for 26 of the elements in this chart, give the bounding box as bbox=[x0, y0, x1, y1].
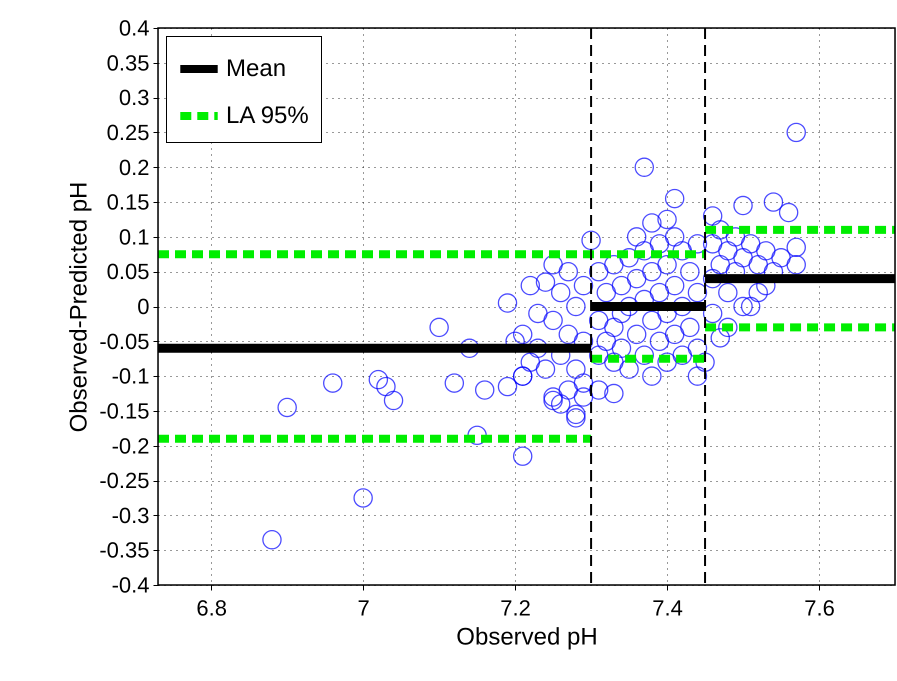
y-tick-label: -0.2 bbox=[112, 433, 150, 458]
x-tick-label: 6.8 bbox=[196, 596, 227, 620]
y-tick-label: 0.15 bbox=[106, 190, 150, 215]
y-axis-title: Observed-Predicted pH bbox=[65, 182, 92, 432]
y-tick-label: 0.2 bbox=[118, 154, 150, 180]
x-tick-label: 7.6 bbox=[804, 596, 835, 620]
y-tick-label: -0.25 bbox=[99, 468, 150, 494]
legend-label: LA 95% bbox=[226, 102, 309, 129]
y-tick-label: 0.25 bbox=[106, 120, 150, 145]
y-tick-label: -0.1 bbox=[112, 364, 150, 389]
y-tick-label: -0.05 bbox=[99, 328, 150, 354]
x-tick-label: 7.4 bbox=[652, 596, 683, 620]
legend-label: Mean bbox=[226, 55, 286, 82]
x-tick-label: 7 bbox=[358, 596, 370, 620]
y-tick-label: -0.15 bbox=[99, 398, 150, 424]
y-tick-label: -0.35 bbox=[99, 538, 150, 563]
x-axis-title: Observed pH bbox=[456, 624, 598, 650]
y-tick-label: 0.3 bbox=[118, 85, 150, 110]
y-tick-label: 0.4 bbox=[118, 16, 150, 40]
y-tick-label: 0.05 bbox=[106, 259, 150, 284]
y-tick-label: 0.1 bbox=[118, 224, 150, 250]
y-tick-label: 0.35 bbox=[106, 50, 150, 76]
y-tick-label: -0.3 bbox=[112, 502, 150, 528]
y-tick-label: 0 bbox=[137, 294, 150, 319]
y-tick-label: -0.4 bbox=[112, 572, 150, 598]
x-tick-label: 7.2 bbox=[500, 596, 531, 620]
